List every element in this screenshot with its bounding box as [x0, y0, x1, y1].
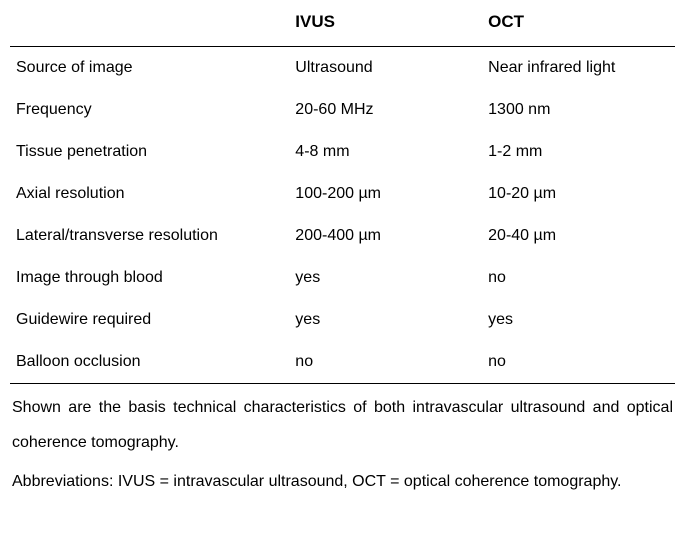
- row-label: Tissue penetration: [10, 131, 289, 173]
- row-label: Image through blood: [10, 257, 289, 299]
- row-label: Source of image: [10, 47, 289, 90]
- row-ivus-value: 20-60 MHz: [289, 89, 482, 131]
- row-ivus-value: 100-200 µm: [289, 173, 482, 215]
- header-ivus: IVUS: [289, 8, 482, 47]
- row-oct-value: 1-2 mm: [482, 131, 675, 173]
- header-oct: OCT: [482, 8, 675, 47]
- row-oct-value: 20-40 µm: [482, 215, 675, 257]
- row-ivus-value: 4-8 mm: [289, 131, 482, 173]
- table-row: Guidewire required yes yes: [10, 299, 675, 341]
- row-oct-value: no: [482, 257, 675, 299]
- row-label: Balloon occlusion: [10, 341, 289, 384]
- row-label: Guidewire required: [10, 299, 289, 341]
- row-ivus-value: 200-400 µm: [289, 215, 482, 257]
- table-caption: Shown are the basis technical characteri…: [10, 390, 675, 500]
- caption-line-2: Abbreviations: IVUS = intravascular ultr…: [12, 464, 673, 499]
- row-ivus-value: yes: [289, 257, 482, 299]
- row-oct-value: yes: [482, 299, 675, 341]
- table-row: Frequency 20-60 MHz 1300 nm: [10, 89, 675, 131]
- header-empty: [10, 8, 289, 47]
- table-row: Lateral/transverse resolution 200-400 µm…: [10, 215, 675, 257]
- row-label: Frequency: [10, 89, 289, 131]
- comparison-table: IVUS OCT Source of image Ultrasound Near…: [10, 8, 675, 384]
- row-label: Lateral/transverse resolution: [10, 215, 289, 257]
- row-ivus-value: Ultrasound: [289, 47, 482, 90]
- row-label: Axial resolution: [10, 173, 289, 215]
- comparison-table-container: IVUS OCT Source of image Ultrasound Near…: [0, 0, 685, 514]
- row-ivus-value: no: [289, 341, 482, 384]
- table-row: Tissue penetration 4-8 mm 1-2 mm: [10, 131, 675, 173]
- row-oct-value: 1300 nm: [482, 89, 675, 131]
- caption-line-1: Shown are the basis technical characteri…: [12, 390, 673, 460]
- row-oct-value: 10-20 µm: [482, 173, 675, 215]
- table-row: Balloon occlusion no no: [10, 341, 675, 384]
- table-row: Axial resolution 100-200 µm 10-20 µm: [10, 173, 675, 215]
- table-row: Image through blood yes no: [10, 257, 675, 299]
- row-oct-value: no: [482, 341, 675, 384]
- row-oct-value: Near infrared light: [482, 47, 675, 90]
- table-header-row: IVUS OCT: [10, 8, 675, 47]
- row-ivus-value: yes: [289, 299, 482, 341]
- table-row: Source of image Ultrasound Near infrared…: [10, 47, 675, 90]
